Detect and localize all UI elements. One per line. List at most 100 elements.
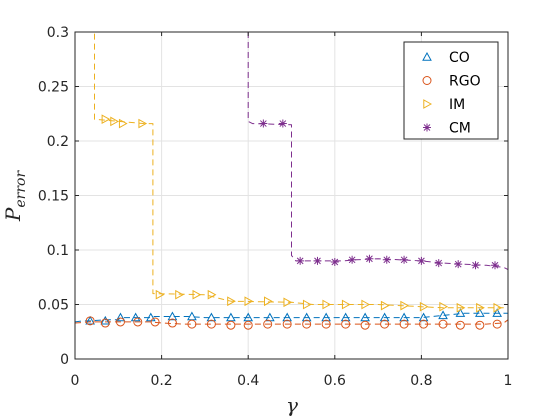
y-tick-label: 0.2 <box>47 134 69 150</box>
data-point-rgo <box>302 319 312 329</box>
data-point-cm <box>491 261 500 270</box>
data-point-rgo <box>243 320 253 330</box>
y-tick-label: 0.15 <box>38 189 69 205</box>
data-point-im <box>322 299 332 310</box>
data-point-co <box>438 310 448 320</box>
data-point-rgo <box>133 317 143 327</box>
tick-labels: 0 0.2 0.4 0.6 0.8 1 0 0.05 0.1 0.15 0.2 0.25 0.3 <box>38 25 513 389</box>
data-point-rgo <box>167 318 177 328</box>
y-tick-label: 0.1 <box>47 243 69 259</box>
data-point-rgo <box>455 320 465 330</box>
series-markers-rgo <box>85 316 502 330</box>
data-point-im <box>439 301 449 312</box>
y-axis-label-subscript: error <box>13 170 29 208</box>
data-point-im <box>456 302 466 313</box>
data-point-co <box>399 312 409 322</box>
data-point-rgo <box>226 320 236 330</box>
data-point-co <box>340 312 351 322</box>
data-point-im <box>476 302 485 313</box>
y-tick-label: 0.25 <box>38 80 69 96</box>
y-tick-label: 0 <box>60 352 69 368</box>
data-point-rgo <box>419 319 429 329</box>
data-point-rgo <box>115 317 125 327</box>
data-point-im <box>302 299 312 310</box>
data-point-im <box>244 296 254 307</box>
data-point-rgo <box>399 319 409 329</box>
series-markers <box>85 114 503 330</box>
series-line-co <box>74 312 508 323</box>
data-point-cm <box>434 259 443 268</box>
legend-marker-co <box>422 51 432 61</box>
data-point-co <box>85 315 96 325</box>
data-point-rgo <box>100 318 110 328</box>
legend-label-im: IM <box>449 97 465 113</box>
data-point-cm <box>382 255 391 264</box>
data-point-co <box>100 315 111 325</box>
data-point-im <box>155 289 165 300</box>
y-axis-label-main: P <box>1 207 25 222</box>
data-point-im <box>419 301 429 312</box>
y-axis-label: Perror <box>1 170 29 223</box>
y-tick-label: 0.05 <box>38 298 69 314</box>
data-point-rgo <box>206 319 216 329</box>
series-markers-cm <box>259 119 500 270</box>
data-point-im <box>110 116 119 127</box>
data-point-cm <box>313 256 322 265</box>
legend-box <box>403 41 499 140</box>
data-point-rgo <box>360 320 370 330</box>
data-point-co <box>321 312 331 322</box>
data-point-cm <box>348 255 357 264</box>
data-point-rgo <box>321 319 331 329</box>
data-point-im <box>138 118 148 129</box>
data-point-rgo <box>263 319 273 329</box>
x-axis-label: γ <box>286 393 298 417</box>
data-point-rgo <box>150 317 160 327</box>
x-tick-label: 1 <box>504 373 513 389</box>
y-tick-label: 0.3 <box>47 25 69 41</box>
legend-label-co: CO <box>449 50 470 66</box>
legend-marker-cm <box>423 123 431 132</box>
data-point-cm <box>296 256 305 265</box>
data-point-im <box>101 114 111 125</box>
data-point-im <box>341 299 351 310</box>
data-point-co <box>418 312 429 322</box>
data-point-cm <box>259 119 268 128</box>
data-point-cm <box>417 256 426 265</box>
data-point-rgo <box>187 319 197 329</box>
data-point-im <box>400 300 410 311</box>
data-point-cm <box>365 254 374 263</box>
data-point-co <box>455 308 466 317</box>
x-tick-label: 0.8 <box>410 373 432 389</box>
data-point-rgo <box>438 319 448 329</box>
series-line-cm <box>247 32 509 271</box>
y-axis-label-group: Perror <box>1 170 29 223</box>
data-point-rgo <box>475 320 485 330</box>
data-point-co <box>492 308 503 317</box>
data-point-im <box>283 297 293 308</box>
data-point-im <box>192 289 202 300</box>
x-tick-label: 0.4 <box>237 373 259 389</box>
data-point-im <box>361 299 371 310</box>
x-tick-label: 0 <box>71 373 80 389</box>
data-point-co <box>115 312 126 322</box>
legend-marker-im <box>423 99 433 109</box>
data-point-rgo <box>492 319 502 329</box>
data-point-im <box>118 118 128 129</box>
series-markers-im <box>101 114 503 313</box>
x-tick-label: 0.6 <box>324 373 346 389</box>
data-point-cm <box>454 260 463 269</box>
data-point-im <box>175 289 184 300</box>
legend-marker-rgo <box>422 76 432 85</box>
ticks <box>74 31 509 360</box>
data-point-co <box>301 312 312 322</box>
data-point-cm <box>471 261 480 270</box>
data-point-co <box>475 308 485 317</box>
data-point-rgo <box>380 319 390 329</box>
data-point-im <box>263 296 273 307</box>
data-point-rgo <box>85 316 95 326</box>
data-point-co <box>130 312 141 322</box>
data-point-cm <box>278 119 287 128</box>
data-point-im <box>227 296 236 307</box>
data-point-im <box>380 300 390 311</box>
